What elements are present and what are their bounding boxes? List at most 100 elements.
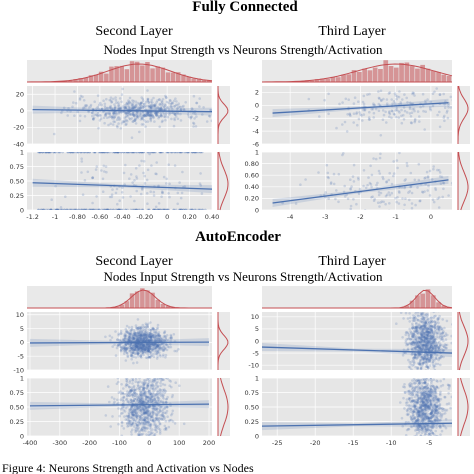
data-point <box>116 106 120 110</box>
data-point <box>147 346 151 349</box>
data-point <box>412 357 416 360</box>
data-point <box>161 355 165 358</box>
data-point <box>433 337 437 341</box>
data-point <box>65 208 69 210</box>
data-point <box>157 378 160 381</box>
data-point <box>133 339 137 343</box>
data-point <box>183 185 187 188</box>
data-point <box>165 100 169 104</box>
data-point <box>120 383 123 386</box>
data-point <box>442 345 446 349</box>
data-point <box>430 390 434 394</box>
data-point <box>414 312 417 315</box>
data-point <box>116 202 119 206</box>
data-point <box>133 411 137 415</box>
data-point <box>154 408 157 411</box>
data-point <box>436 333 439 336</box>
y-tick-label: -6 <box>253 140 259 148</box>
data-point <box>119 348 123 352</box>
data-point <box>139 397 142 401</box>
y-tick-label: 0 <box>255 337 259 345</box>
data-point <box>146 406 150 409</box>
data-point <box>161 413 164 416</box>
data-point <box>431 363 435 367</box>
data-point <box>420 325 423 328</box>
data-point <box>446 116 450 120</box>
data-point <box>434 408 438 412</box>
data-point <box>38 152 41 154</box>
data-point <box>167 101 171 105</box>
data-point <box>357 178 360 181</box>
data-point <box>412 356 415 360</box>
data-point <box>394 109 397 112</box>
data-point <box>417 349 421 352</box>
data-point <box>71 152 75 154</box>
data-point <box>416 332 420 336</box>
data-point <box>426 426 430 429</box>
y-tick-label: 0.75 <box>10 163 24 171</box>
data-point <box>167 419 171 423</box>
data-point <box>60 111 63 115</box>
data-point <box>420 336 424 340</box>
data-point <box>125 347 129 350</box>
data-point <box>178 384 181 388</box>
data-point <box>428 342 431 346</box>
data-point <box>439 338 443 341</box>
data-point <box>179 108 183 111</box>
data-point <box>424 403 428 407</box>
data-point <box>134 407 138 410</box>
data-point <box>145 349 148 352</box>
data-point <box>75 208 78 210</box>
data-point <box>126 342 130 346</box>
data-point <box>140 427 144 431</box>
data-point <box>117 105 121 108</box>
data-point <box>156 339 159 343</box>
data-point <box>435 401 438 405</box>
data-point <box>131 428 134 432</box>
data-point <box>173 164 177 167</box>
data-point <box>132 351 135 355</box>
data-point <box>155 114 158 117</box>
data-point <box>347 98 351 101</box>
data-point <box>156 327 159 331</box>
data-point <box>423 313 427 317</box>
data-point <box>80 208 84 210</box>
data-point <box>144 330 147 334</box>
data-point <box>426 344 430 348</box>
data-point <box>138 333 141 337</box>
data-point <box>421 426 424 429</box>
data-point <box>176 104 179 107</box>
data-point <box>428 401 432 404</box>
data-point <box>423 426 427 429</box>
data-point <box>414 353 418 357</box>
data-point <box>408 107 412 110</box>
data-point <box>421 400 425 404</box>
data-point <box>124 350 127 353</box>
data-point <box>131 399 135 403</box>
data-point <box>93 208 97 210</box>
data-point <box>433 320 437 324</box>
regression-line <box>272 102 449 114</box>
marginal-y-area <box>218 86 230 144</box>
data-point <box>143 339 146 342</box>
data-point <box>143 345 146 349</box>
data-point <box>437 444 440 447</box>
data-point <box>120 412 123 415</box>
data-point <box>107 439 110 442</box>
data-point <box>85 104 89 107</box>
marginal-x-area <box>262 286 452 308</box>
histogram-bar <box>404 62 410 82</box>
data-point <box>423 345 427 348</box>
histogram-bar <box>73 79 78 82</box>
data-point <box>147 345 151 349</box>
data-point <box>424 337 428 340</box>
data-point <box>117 407 120 410</box>
data-point <box>414 352 417 356</box>
data-point <box>114 191 118 195</box>
data-point <box>141 334 145 337</box>
data-point <box>145 395 149 399</box>
data-point <box>100 152 103 154</box>
data-point <box>432 332 436 336</box>
data-point <box>129 390 132 394</box>
data-point <box>417 162 421 166</box>
